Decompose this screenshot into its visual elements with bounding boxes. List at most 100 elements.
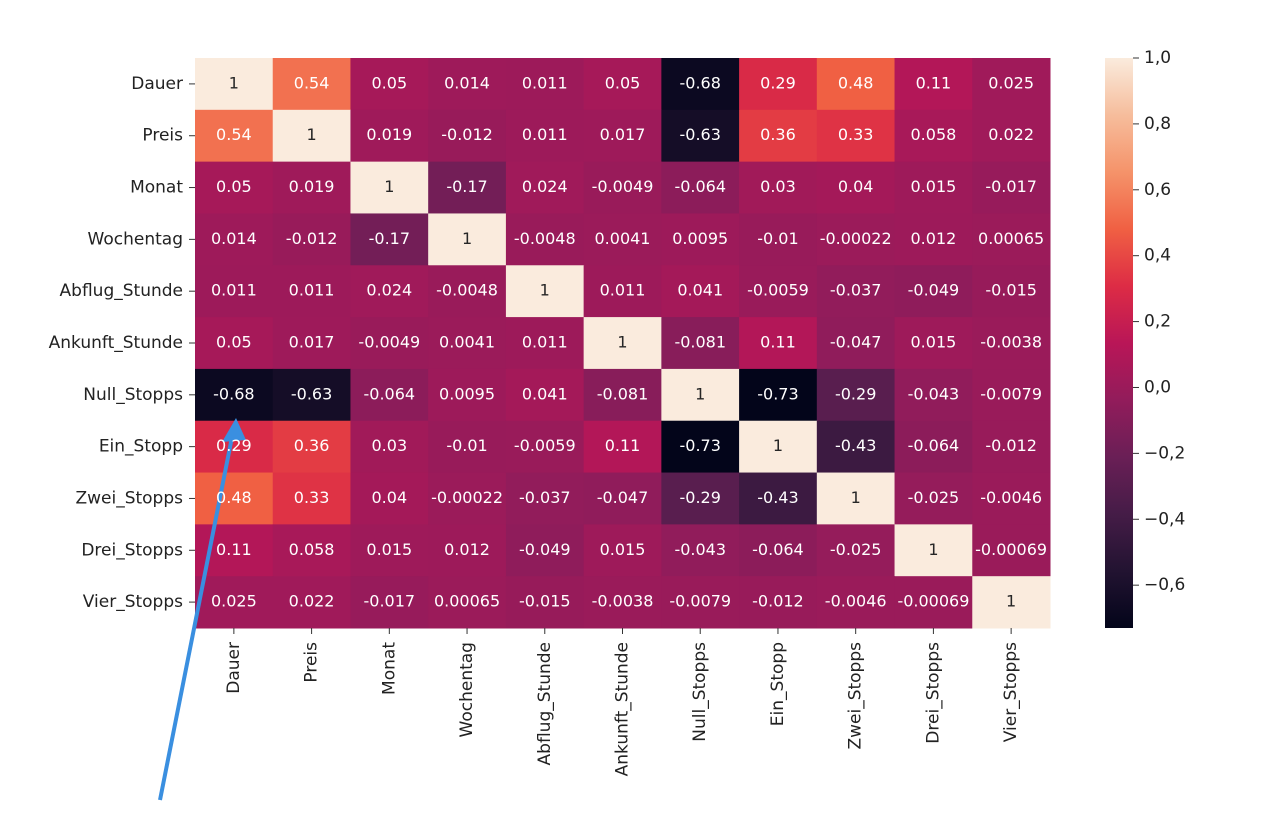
y-tick-label: Wochentag	[88, 229, 183, 249]
cell-label: -0.043	[674, 540, 726, 559]
heatmap-cell	[739, 58, 818, 111]
cell-label: 1	[306, 125, 316, 144]
cell-label: -0.00069	[975, 540, 1047, 559]
heatmap-cell	[972, 524, 1051, 577]
cell-label: -0.68	[680, 73, 721, 92]
heatmap-cell	[505, 576, 585, 629]
cell-label: 0.0095	[439, 384, 495, 403]
y-tick-label: Dauer	[131, 74, 183, 94]
cell-label: -0.043	[908, 384, 960, 403]
colorbar-tick-label: 0,6	[1144, 180, 1171, 200]
y-tick-label: Drei_Stopps	[81, 540, 183, 560]
heatmap-cell	[505, 472, 585, 525]
heatmap-cell	[505, 524, 585, 577]
cell-label: 0.011	[600, 281, 646, 300]
x-tick-label: Abflug_Stunde	[535, 642, 555, 765]
heatmap-cell	[972, 472, 1051, 525]
heatmap-cell	[661, 265, 740, 318]
cell-label: -0.43	[757, 488, 798, 507]
x-tick-label: Preis	[302, 642, 322, 683]
cell-label: -0.012	[286, 229, 338, 248]
cell-label: -0.0048	[514, 229, 576, 248]
heatmap-cell	[661, 109, 740, 163]
x-tick-label: Null_Stopps	[690, 642, 710, 742]
heatmap-cell	[739, 420, 818, 474]
heatmap-cell	[272, 472, 351, 525]
colorbar	[1105, 58, 1133, 628]
cell-label: -0.01	[757, 229, 798, 248]
heatmap-cell	[272, 576, 351, 629]
colorbar-tick-label: −0,4	[1144, 509, 1185, 529]
heatmap-cell	[583, 524, 662, 577]
heatmap-cell	[195, 161, 274, 214]
cell-label: -0.025	[830, 540, 882, 559]
cell-label: 0.05	[372, 73, 408, 92]
cell-label: 0.015	[366, 540, 412, 559]
x-tick-label: Wochentag	[457, 642, 477, 737]
cell-label: -0.68	[213, 384, 254, 403]
cell-label: -0.081	[674, 333, 726, 352]
cell-label: 0.015	[911, 177, 957, 196]
heatmap-cell	[272, 265, 351, 318]
heatmap-cell	[505, 213, 585, 266]
colorbar-tick-label: 0,4	[1144, 246, 1171, 266]
annotation-arrow	[158, 431, 235, 801]
cell-label: -0.012	[985, 436, 1037, 455]
heatmap-cell	[739, 213, 818, 266]
cell-label: -0.0049	[592, 177, 654, 196]
cell-label: 0.04	[372, 488, 408, 507]
cell-label: 1	[540, 281, 550, 300]
heatmap-cell	[428, 524, 507, 577]
cell-label: -0.0059	[747, 281, 809, 300]
cell-label: 0.011	[522, 333, 568, 352]
y-tick-label: Vier_Stopps	[83, 592, 183, 612]
heatmap-cell	[195, 109, 274, 163]
cell-label: 0.03	[760, 177, 796, 196]
cell-label: 0.0041	[439, 333, 495, 352]
cell-label: 1	[928, 540, 938, 559]
cell-label: 1	[695, 384, 705, 403]
heatmap-cell	[272, 317, 351, 370]
x-tick-label: Ankunft_Stunde	[613, 642, 633, 776]
cell-label: -0.037	[519, 488, 571, 507]
cell-label: 0.03	[372, 436, 408, 455]
cell-label: -0.00022	[820, 229, 892, 248]
cell-label: -0.064	[908, 436, 960, 455]
cell-label: 0.058	[289, 540, 335, 559]
heatmap-cell	[894, 265, 973, 318]
cell-label: 0.025	[211, 592, 257, 611]
heatmap-cell	[661, 472, 740, 525]
cell-label: 0.00065	[978, 229, 1044, 248]
cell-label: 1	[773, 436, 783, 455]
y-tick-label: Null_Stopps	[83, 385, 183, 405]
cell-label: 0.014	[444, 73, 490, 92]
cell-label: 0.0095	[672, 229, 728, 248]
heatmap-cell	[661, 420, 740, 474]
heatmap-cell	[505, 161, 585, 214]
cell-label: 0.012	[911, 229, 957, 248]
heatmap-cell	[816, 213, 896, 266]
heatmap-cell	[583, 368, 662, 422]
heatmap-cell	[583, 109, 662, 163]
cell-label: -0.017	[364, 592, 416, 611]
heatmap-cell	[739, 161, 818, 214]
cell-label: 0.11	[605, 436, 641, 455]
cell-label: -0.012	[752, 592, 804, 611]
cell-label: -0.064	[364, 384, 416, 403]
cell-label: 0.022	[988, 125, 1034, 144]
cell-label: -0.047	[830, 333, 882, 352]
heatmap-cell	[816, 576, 896, 629]
heatmap-cell	[894, 213, 973, 266]
heatmap-cell	[428, 317, 507, 370]
cell-label: -0.015	[519, 592, 571, 611]
heatmap-cell	[350, 368, 429, 422]
heatmap-cell	[195, 472, 274, 525]
cell-label: 0.54	[216, 125, 252, 144]
heatmap-cell	[272, 161, 351, 214]
cell-label: -0.17	[369, 229, 410, 248]
heatmap-cell	[272, 524, 351, 577]
cell-label: 0.00065	[434, 592, 500, 611]
cell-label: -0.00069	[897, 592, 969, 611]
heatmap-cell	[195, 576, 274, 629]
